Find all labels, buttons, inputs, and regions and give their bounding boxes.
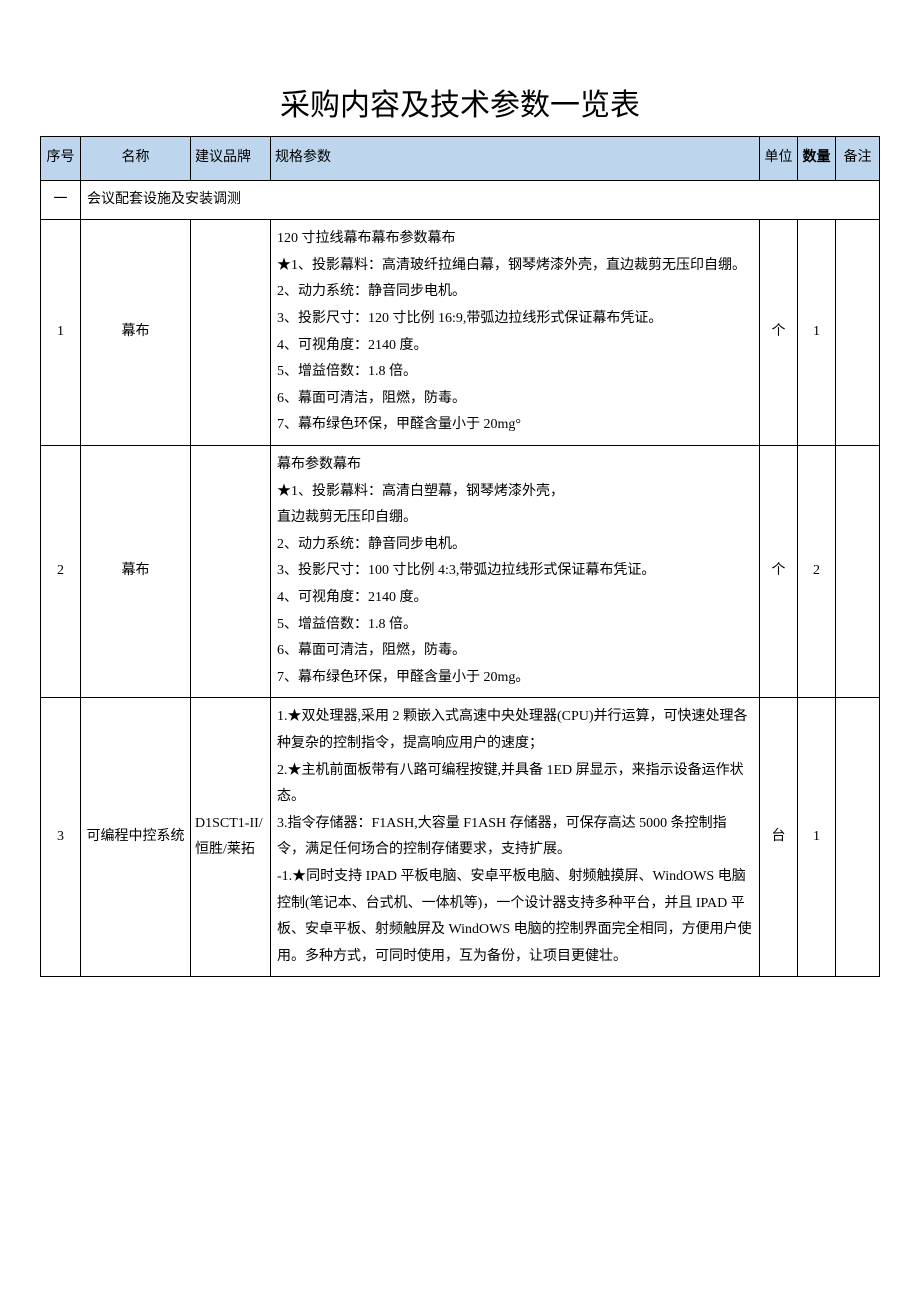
- spec-line: 2、动力系统：静音同步电机。: [277, 532, 753, 559]
- cell-qty: 1: [798, 220, 836, 446]
- cell-unit: 台: [760, 698, 798, 977]
- procurement-table: 序号 名称 建议品牌 规格参数 单位 数量 备注 一 会议配套设施及安装调测 1…: [40, 136, 880, 977]
- spec-line: 6、幕面可清洁，阻燃，防毒。: [277, 638, 753, 665]
- spec-line: 5、增益倍数：1.8 倍。: [277, 612, 753, 639]
- spec-line: 幕布参数幕布: [277, 452, 753, 479]
- spec-line: 直边裁剪无压印自绷。: [277, 505, 753, 532]
- spec-line: -1.★同时支持 IPAD 平板电脑、安卓平板电脑、射频触摸屏、WindOWS …: [277, 864, 753, 970]
- col-header-seq: 序号: [41, 137, 81, 181]
- table-row: 2幕布幕布参数幕布★1、投影幕料：高清白塑幕，钢琴烤漆外壳，直边裁剪无压印自绷。…: [41, 446, 880, 698]
- cell-name: 幕布: [81, 220, 191, 446]
- cell-seq: 2: [41, 446, 81, 698]
- table-row: 3可编程中控系统D1SCT1-II/恒胜/莱拓1.★双处理器,采用 2 颗嵌入式…: [41, 698, 880, 977]
- spec-line: 3、投影尺寸：120 寸比例 16:9,带弧边拉线形式保证幕布凭证。: [277, 306, 753, 333]
- col-header-name: 名称: [81, 137, 191, 181]
- cell-brand: [191, 220, 271, 446]
- cell-name: 可编程中控系统: [81, 698, 191, 977]
- section-row: 一 会议配套设施及安装调测: [41, 180, 880, 220]
- cell-unit: 个: [760, 220, 798, 446]
- cell-qty: 1: [798, 698, 836, 977]
- table-header-row: 序号 名称 建议品牌 规格参数 单位 数量 备注: [41, 137, 880, 181]
- col-header-spec: 规格参数: [271, 137, 760, 181]
- cell-brand: D1SCT1-II/恒胜/莱拓: [191, 698, 271, 977]
- cell-spec: 1.★双处理器,采用 2 颗嵌入式高速中央处理器(CPU)并行运算，可快速处理各…: [271, 698, 760, 977]
- cell-spec: 幕布参数幕布★1、投影幕料：高清白塑幕，钢琴烤漆外壳，直边裁剪无压印自绷。2、动…: [271, 446, 760, 698]
- spec-line: 6、幕面可清洁，阻燃，防毒。: [277, 386, 753, 413]
- spec-line: 1.★双处理器,采用 2 颗嵌入式高速中央处理器(CPU)并行运算，可快速处理各…: [277, 704, 753, 757]
- cell-note: [836, 220, 880, 446]
- spec-line: 3.指令存储器：F1ASH,大容量 F1ASH 存储器，可保存高达 5000 条…: [277, 811, 753, 864]
- spec-line: 5、增益倍数：1.8 倍。: [277, 359, 753, 386]
- spec-line: 120 寸拉线幕布幕布参数幕布: [277, 226, 753, 253]
- cell-qty: 2: [798, 446, 836, 698]
- cell-seq: 3: [41, 698, 81, 977]
- spec-line: 4、可视角度：2140 度。: [277, 333, 753, 360]
- section-seq: 一: [41, 180, 81, 220]
- table-row: 1幕布120 寸拉线幕布幕布参数幕布★1、投影幕料：高清玻纤拉绳白幕，钢琴烤漆外…: [41, 220, 880, 446]
- spec-line: 3、投影尺寸：100 寸比例 4:3,带弧边拉线形式保证幕布凭证。: [277, 558, 753, 585]
- col-header-qty: 数量: [798, 137, 836, 181]
- cell-unit: 个: [760, 446, 798, 698]
- col-header-unit: 单位: [760, 137, 798, 181]
- cell-spec: 120 寸拉线幕布幕布参数幕布★1、投影幕料：高清玻纤拉绳白幕，钢琴烤漆外壳，直…: [271, 220, 760, 446]
- spec-line: 2.★主机前面板带有八路可编程按键,并具备 1ED 屏显示，来指示设备运作状态。: [277, 758, 753, 811]
- spec-line: 7、幕布绿色环保，甲醛含量小于 20mg。: [277, 665, 753, 692]
- col-header-note: 备注: [836, 137, 880, 181]
- cell-seq: 1: [41, 220, 81, 446]
- section-label: 会议配套设施及安装调测: [81, 180, 880, 220]
- cell-note: [836, 698, 880, 977]
- spec-line: 2、动力系统：静音同步电机。: [277, 279, 753, 306]
- spec-line: ★1、投影幕料：高清玻纤拉绳白幕，钢琴烤漆外壳，直边裁剪无压印自绷。: [277, 253, 753, 280]
- page-title: 采购内容及技术参数一览表: [40, 80, 880, 124]
- cell-name: 幕布: [81, 446, 191, 698]
- spec-line: ★1、投影幕料：高清白塑幕，钢琴烤漆外壳，: [277, 479, 753, 506]
- cell-note: [836, 446, 880, 698]
- spec-line: 7、幕布绿色环保，甲醛含量小于 20mg°: [277, 412, 753, 439]
- col-header-brand: 建议品牌: [191, 137, 271, 181]
- spec-line: 4、可视角度：2140 度。: [277, 585, 753, 612]
- cell-brand: [191, 446, 271, 698]
